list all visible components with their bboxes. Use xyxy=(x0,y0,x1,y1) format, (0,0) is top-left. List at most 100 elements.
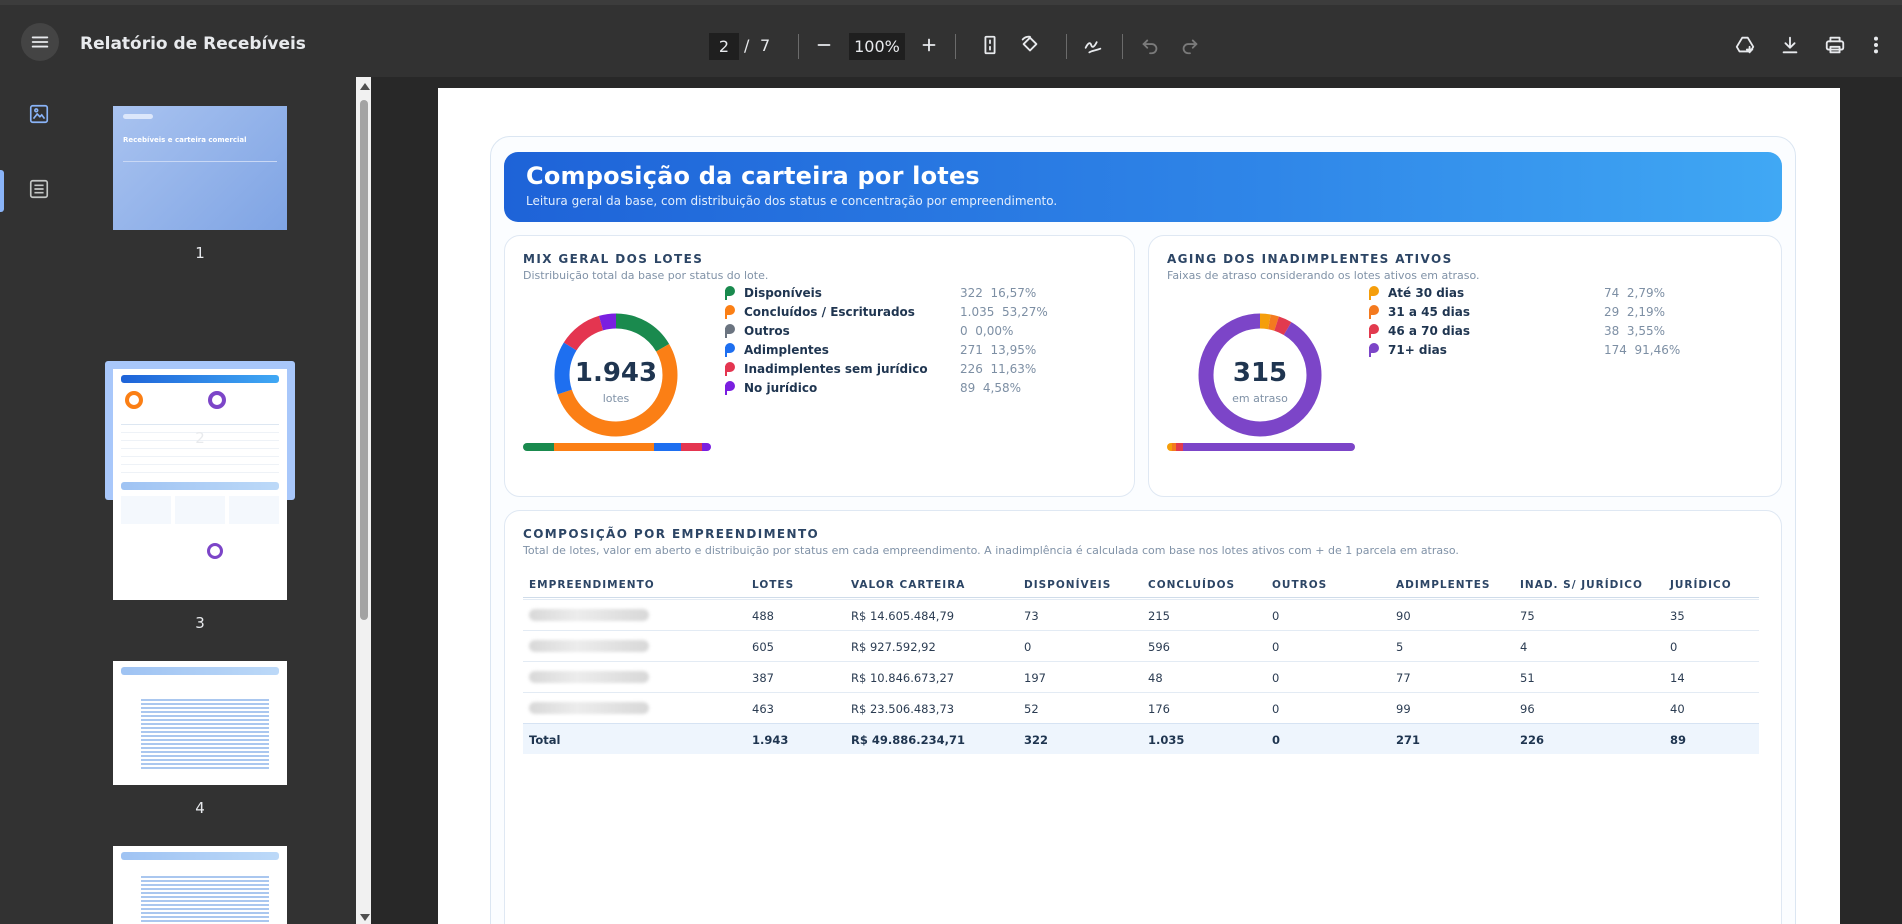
zoom-input[interactable]: 100% xyxy=(849,33,905,60)
aging-bar-segment-1 xyxy=(1172,443,1177,451)
print-icon xyxy=(1825,36,1845,54)
zoom-out-button[interactable] xyxy=(806,27,842,63)
redacted-name xyxy=(529,671,649,683)
table-header: CONCLUÍDOS xyxy=(1148,579,1236,591)
page-separator: / xyxy=(744,36,750,55)
table-cell: 197 xyxy=(1024,671,1046,685)
aging-legend-item: 71+ dias xyxy=(1369,341,1447,359)
table-cell: 96 xyxy=(1520,702,1535,716)
table-cell: 48 xyxy=(1148,671,1163,685)
flag-icon xyxy=(1369,286,1379,300)
table-cell: 90 xyxy=(1396,609,1411,623)
mix-bar-segment-0 xyxy=(523,443,555,451)
aging-card: AGING DOS INADIMPLENTES ATIVOS Faixas de… xyxy=(1148,235,1782,497)
thumb-hero xyxy=(121,667,279,675)
redo-button[interactable] xyxy=(1172,27,1208,63)
thumbnail-page-4[interactable] xyxy=(113,661,287,785)
thumbnails-view-button[interactable] xyxy=(28,103,54,129)
more-options-button[interactable] xyxy=(1862,27,1890,63)
mix-bar-segment-3 xyxy=(654,443,681,451)
mix-donut-slice-1 xyxy=(554,313,678,437)
table-header: VALOR CARTEIRA xyxy=(851,579,966,591)
fit-page-icon xyxy=(984,35,996,55)
mix-legend-name: Inadimplentes sem jurídico xyxy=(744,362,928,376)
aging-legend-name: 46 a 70 dias xyxy=(1388,324,1470,338)
thumbnail-page-1[interactable]: Recebíveis e carteira comercial xyxy=(113,106,287,230)
thumb-donut xyxy=(125,391,143,409)
aging-legend-value: 74 2,79% xyxy=(1604,286,1666,300)
flag-icon xyxy=(1369,343,1379,357)
toolbar-divider xyxy=(955,34,956,59)
composition-card: COMPOSIÇÃO POR EMPREENDIMENTO Total de l… xyxy=(504,510,1782,924)
mix-legend-value: 89 4,58% xyxy=(960,381,1022,395)
mix-legend-name: Adimplentes xyxy=(744,343,829,357)
table-cell: 596 xyxy=(1148,640,1170,654)
table-cell: 176 xyxy=(1148,702,1170,716)
table-cell: 0 xyxy=(1272,733,1281,747)
scroll-down-arrow[interactable] xyxy=(360,914,370,921)
mix-card: MIX GERAL DOS LOTES Distribuição total d… xyxy=(504,235,1135,497)
table-row: 605 R$ 927.592,92 0 596 0 5 4 0 xyxy=(523,630,1759,661)
print-button[interactable] xyxy=(1817,27,1853,63)
table-cell: 1.035 xyxy=(1148,733,1185,747)
table-cell: 322 xyxy=(1024,733,1049,747)
table-cell: R$ 10.846.673,27 xyxy=(851,671,955,685)
aging-bar-segment-2 xyxy=(1176,443,1184,451)
thumb-cards xyxy=(121,496,279,524)
mix-legend-name: Concluídos / Escriturados xyxy=(744,305,915,319)
table-cell: R$ 14.605.484,79 xyxy=(851,609,955,623)
flag-icon xyxy=(1369,305,1379,319)
mix-legend-name: Disponíveis xyxy=(744,286,822,300)
mix-legend-value: 271 13,95% xyxy=(960,343,1037,357)
thumbnail-page-5[interactable] xyxy=(113,846,287,924)
fit-page-button[interactable] xyxy=(972,27,1008,63)
thumb-donut xyxy=(208,391,226,409)
table-cell: 35 xyxy=(1670,609,1685,623)
table-row: 488 R$ 14.605.484,79 73 215 0 90 75 35 xyxy=(523,599,1759,630)
hero-subtitle: Leitura geral da base, com distribuição … xyxy=(526,194,1058,208)
table-cell: 488 xyxy=(752,609,774,623)
thumb-bars xyxy=(141,699,269,771)
table-cell: 99 xyxy=(1396,702,1411,716)
page-total: 7 xyxy=(760,36,771,55)
download-icon xyxy=(1782,36,1798,54)
table-cell: 463 xyxy=(752,702,774,716)
thumbnail-page-3[interactable] xyxy=(113,476,287,600)
pdf-toolbar: Relatório de Recebíveis 2 / 7 100% xyxy=(0,0,1902,77)
mix-donut-center: 1.943 lotes xyxy=(551,358,681,405)
thumbnail-page-2[interactable] xyxy=(113,369,287,493)
undo-button[interactable] xyxy=(1132,27,1168,63)
aging-subtitle: Faixas de atraso considerando os lotes a… xyxy=(1167,269,1480,282)
rotate-button[interactable] xyxy=(1012,27,1048,63)
table-header: LOTES xyxy=(752,579,795,591)
aging-stacked-bar xyxy=(1167,443,1355,451)
flag-icon xyxy=(725,305,735,319)
outline-view-button[interactable] xyxy=(28,178,54,204)
aging-legend-name: 31 a 45 dias xyxy=(1388,305,1470,319)
aging-bar-segment-0 xyxy=(1167,443,1173,451)
page-number-input[interactable]: 2 xyxy=(709,33,739,60)
flag-icon xyxy=(725,381,735,395)
aging-legend-name: Até 30 dias xyxy=(1388,286,1465,300)
mix-total-value: 1.943 xyxy=(574,358,658,388)
menu-icon[interactable] xyxy=(21,23,59,61)
table-cell: R$ 927.592,92 xyxy=(851,640,936,654)
flag-icon xyxy=(725,343,735,357)
thumbnail-label: 2 xyxy=(195,429,205,447)
mix-donut-chart xyxy=(554,313,678,437)
annotate-button[interactable] xyxy=(1075,27,1111,63)
document-title: Relatório de Recebíveis xyxy=(80,34,306,54)
aging-donut-chart xyxy=(1198,313,1322,437)
aging-bar-segment-3 xyxy=(1183,443,1355,451)
sidebar-scroll-thumb[interactable] xyxy=(360,100,368,620)
table-header-divider xyxy=(523,597,1759,598)
table-cell: 77 xyxy=(1396,671,1411,685)
table-header: INAD. S/ JURÍDICO xyxy=(1520,579,1643,591)
mix-stacked-bar xyxy=(523,443,711,451)
add-to-drive-button[interactable] xyxy=(1727,27,1763,63)
table-cell: 40 xyxy=(1670,702,1685,716)
download-button[interactable] xyxy=(1772,27,1808,63)
zoom-in-button[interactable] xyxy=(911,27,947,63)
scroll-up-arrow[interactable] xyxy=(360,83,370,90)
toolbar-divider xyxy=(1122,34,1123,59)
